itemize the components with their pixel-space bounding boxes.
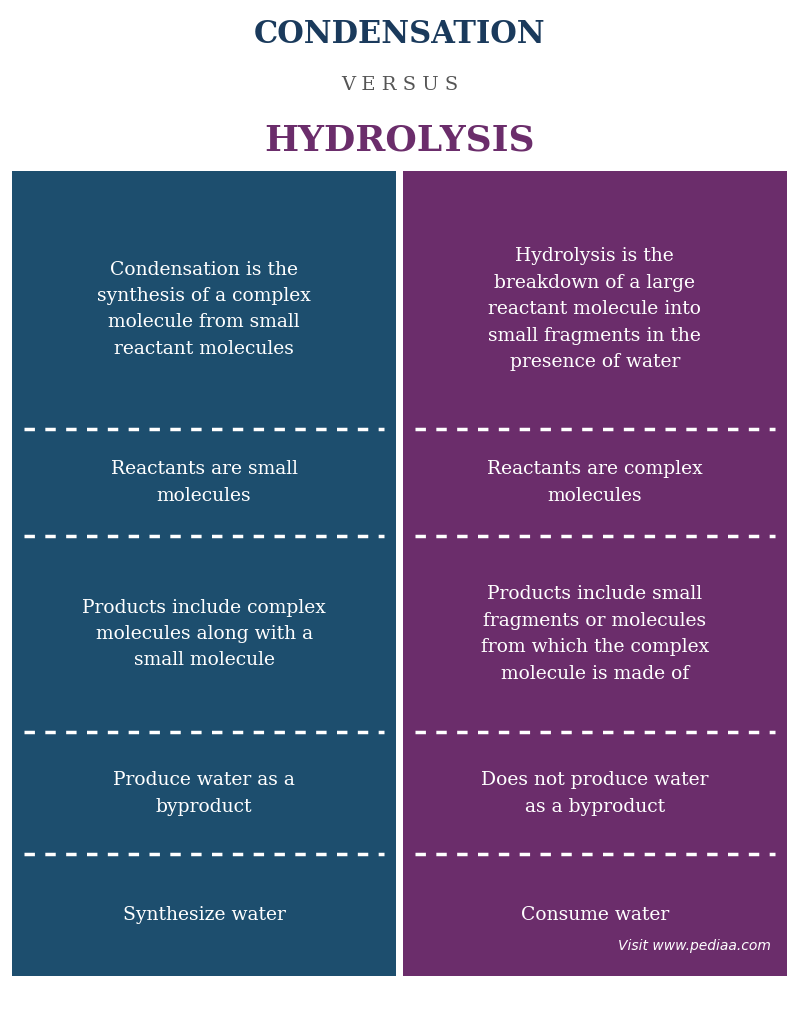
Bar [12, 732, 396, 854]
Text: Does not produce water
as a byproduct: Does not produce water as a byproduct [481, 771, 709, 816]
Text: CONDENSATION: CONDENSATION [254, 18, 545, 50]
Text: V E R S U S: V E R S U S [341, 76, 458, 95]
Bar [12, 536, 396, 732]
Text: Products include complex
molecules along with a
small molecule: Products include complex molecules along… [82, 599, 326, 669]
Text: Products include small
fragments or molecules
from which the complex
molecule is: Products include small fragments or mole… [481, 586, 709, 682]
Text: Produce water as a
byproduct: Produce water as a byproduct [113, 771, 295, 816]
Bar [403, 171, 787, 189]
Bar [403, 189, 787, 429]
Bar [403, 429, 787, 536]
Text: Consume water: Consume water [521, 906, 669, 924]
Text: Reactants are complex
molecules: Reactants are complex molecules [487, 460, 703, 504]
Bar [12, 171, 396, 189]
Bar [403, 536, 787, 732]
Text: HYDROLYSIS: HYDROLYSIS [264, 123, 535, 157]
Text: Reactants are small
molecules: Reactants are small molecules [110, 460, 298, 504]
Bar [12, 429, 396, 536]
Text: Hydrolysis is the
breakdown of a large
reactant molecule into
small fragments in: Hydrolysis is the breakdown of a large r… [488, 247, 702, 371]
Text: Visit www.pediaa.com: Visit www.pediaa.com [618, 939, 771, 953]
Bar [12, 189, 396, 429]
Text: Condensation is the
synthesis of a complex
molecule from small
reactant molecule: Condensation is the synthesis of a compl… [97, 260, 311, 358]
Bar [403, 732, 787, 854]
Text: Synthesize water: Synthesize water [123, 906, 285, 924]
Bar [12, 854, 396, 976]
Bar [403, 854, 787, 976]
